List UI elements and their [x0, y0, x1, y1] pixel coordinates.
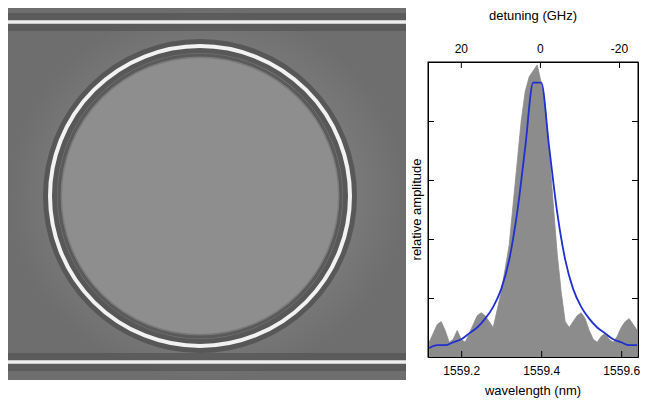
plot-area [429, 65, 637, 357]
waveguide-halo [8, 13, 406, 31]
tick-mark [428, 180, 434, 181]
spectrum-area [429, 65, 637, 357]
tick: 1559.6 [603, 351, 640, 378]
tick [428, 121, 434, 122]
tick: 1559.2 [443, 351, 480, 378]
tick-label: 0 [537, 42, 544, 56]
tick-label: 1559.2 [443, 364, 480, 378]
bus-waveguide [8, 20, 406, 24]
x2-axis: 20 0 -20 [429, 42, 639, 68]
ring-inner-edge [59, 55, 341, 337]
axis-line [429, 62, 639, 63]
figure: 1559.2 1559.4 1559.6 20 0 -20 wavelength (nm) d… [0, 0, 651, 404]
tick [632, 121, 638, 122]
micrograph-background [8, 8, 406, 380]
tick [428, 180, 434, 181]
micrograph [8, 8, 406, 380]
tick [428, 298, 434, 299]
y-axis [428, 63, 434, 358]
tick: 0 [537, 42, 544, 68]
plot-frame [428, 62, 638, 357]
tick-mark [632, 298, 638, 299]
tick-mark [632, 121, 638, 122]
tick [632, 180, 638, 181]
bus-waveguide [8, 360, 406, 364]
axis-line [638, 63, 639, 358]
tick-label: 1559.6 [603, 364, 640, 378]
waveguide-halo [8, 353, 406, 371]
tick-mark [428, 121, 434, 122]
tick: 20 [455, 42, 469, 68]
tick-label: 20 [455, 42, 469, 56]
tick-mark [632, 239, 638, 240]
tick-label: -20 [611, 42, 629, 56]
tick-mark [619, 62, 620, 68]
ring-interior [62, 58, 338, 334]
tick-mark [461, 62, 462, 68]
tick: 1559.4 [523, 351, 560, 378]
tick-mark [428, 298, 434, 299]
ring-halo [50, 46, 350, 346]
tick-mark [632, 180, 638, 181]
ring-resonator [50, 46, 350, 346]
x-axis-title: wavelength (nm) [484, 383, 581, 398]
tick [632, 298, 638, 299]
x2-axis-title: detuning (GHz) [489, 8, 577, 23]
tick-mark [621, 351, 622, 357]
fit-line [429, 83, 637, 349]
tick-mark [540, 62, 541, 68]
tick-mark [428, 239, 434, 240]
axis-line [429, 357, 639, 358]
tick: -20 [611, 42, 629, 68]
x-axis: 1559.2 1559.4 1559.6 [429, 351, 641, 378]
axis-line [428, 63, 429, 358]
tick-mark [461, 351, 462, 357]
tick [632, 239, 638, 240]
tick-mark [541, 351, 542, 357]
y-axis-right [632, 63, 639, 358]
y-axis-title: relative amplitude [409, 159, 424, 261]
tick-label: 1559.4 [523, 364, 560, 378]
tick [428, 239, 434, 240]
